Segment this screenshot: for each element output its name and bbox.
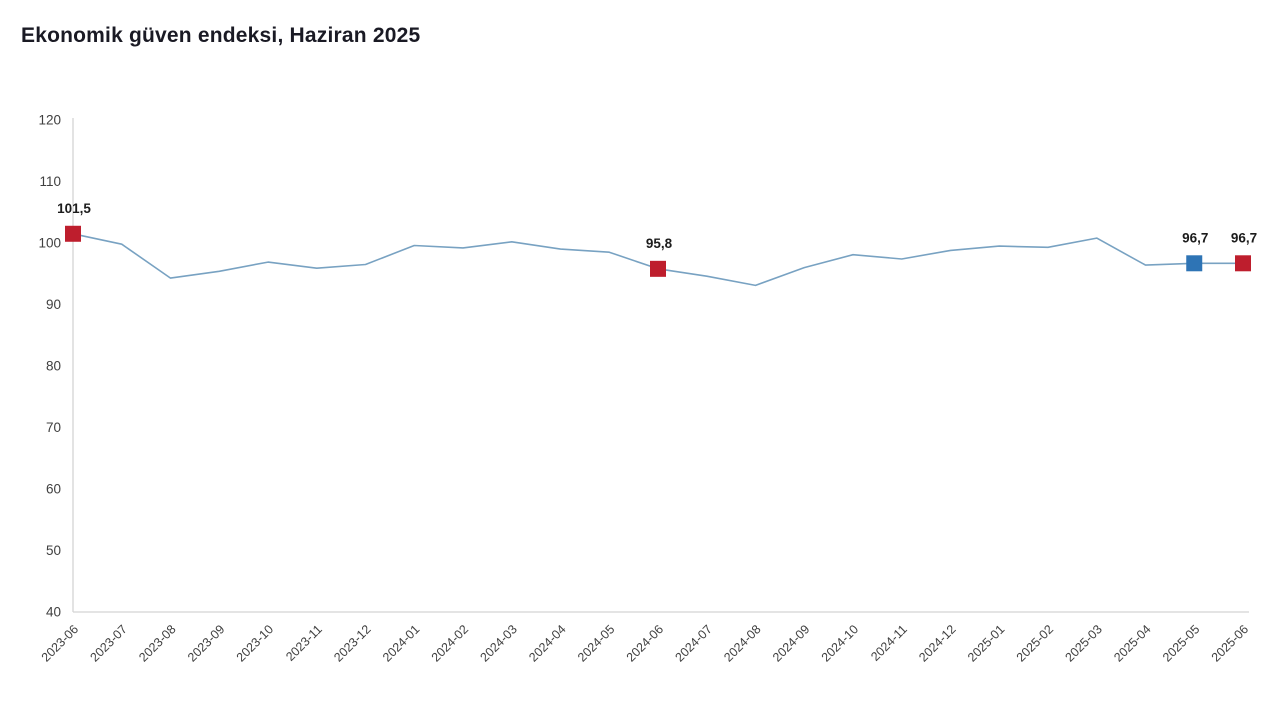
value-label-2025-05: 96,7 [1182, 230, 1208, 245]
x-tick-label-2024-05: 2024-05 [575, 622, 617, 664]
x-tick-label-2025-05: 2025-05 [1160, 622, 1202, 664]
y-tick-label-110: 110 [39, 174, 61, 189]
y-tick-label-120: 120 [38, 113, 61, 128]
x-tick-label-2023-10: 2023-10 [234, 622, 276, 664]
x-tick-label-2025-02: 2025-02 [1014, 622, 1056, 664]
x-tick-label-2025-01: 2025-01 [965, 622, 1007, 664]
y-tick-label-90: 90 [46, 297, 61, 312]
x-tick-label-2024-02: 2024-02 [429, 622, 471, 664]
x-tick-label-2023-06: 2023-06 [39, 622, 81, 664]
x-tick-label-2024-04: 2024-04 [526, 622, 568, 664]
marker-2025-05 [1186, 255, 1203, 272]
x-tick-label-2024-07: 2024-07 [673, 622, 715, 664]
value-label-2023-06: 101,5 [57, 201, 91, 216]
x-tick-label-2023-07: 2023-07 [88, 622, 130, 664]
x-tick-label-2023-12: 2023-12 [331, 622, 373, 664]
marker-2025-06 [1235, 255, 1251, 272]
x-tick-label-2024-01: 2024-01 [380, 622, 422, 664]
y-tick-label-50: 50 [46, 543, 61, 558]
x-tick-label-2024-09: 2024-09 [770, 622, 812, 664]
x-tick-label-2024-11: 2024-11 [868, 622, 910, 664]
value-label-2025-06: 96,7 [1231, 230, 1257, 245]
y-tick-label-40: 40 [46, 605, 61, 620]
x-tick-label-2024-06: 2024-06 [624, 622, 666, 664]
x-tick-label-2024-08: 2024-08 [721, 622, 763, 664]
chart-title: Ekonomik güven endeksi, Haziran 2025 [21, 24, 421, 47]
x-tick-label-2023-09: 2023-09 [185, 622, 227, 664]
x-tick-label-2024-10: 2024-10 [819, 622, 861, 664]
marker-2023-06 [65, 225, 81, 242]
x-tick-label-2025-04: 2025-04 [1111, 622, 1153, 664]
y-tick-label-60: 60 [46, 482, 61, 497]
x-tick-label-2023-08: 2023-08 [136, 622, 178, 664]
y-tick-label-70: 70 [46, 420, 61, 435]
marker-2024-06 [650, 260, 666, 277]
y-tick-label-80: 80 [46, 359, 61, 374]
x-tick-label-2024-12: 2024-12 [916, 622, 958, 664]
x-tick-label-2024-03: 2024-03 [478, 622, 520, 664]
value-label-2024-06: 95,8 [646, 236, 673, 251]
x-tick-label-2025-06: 2025-06 [1209, 622, 1251, 664]
x-tick-label-2025-03: 2025-03 [1063, 622, 1105, 664]
x-tick-label-2023-11: 2023-11 [283, 622, 325, 664]
y-tick-label-100: 100 [38, 236, 61, 251]
